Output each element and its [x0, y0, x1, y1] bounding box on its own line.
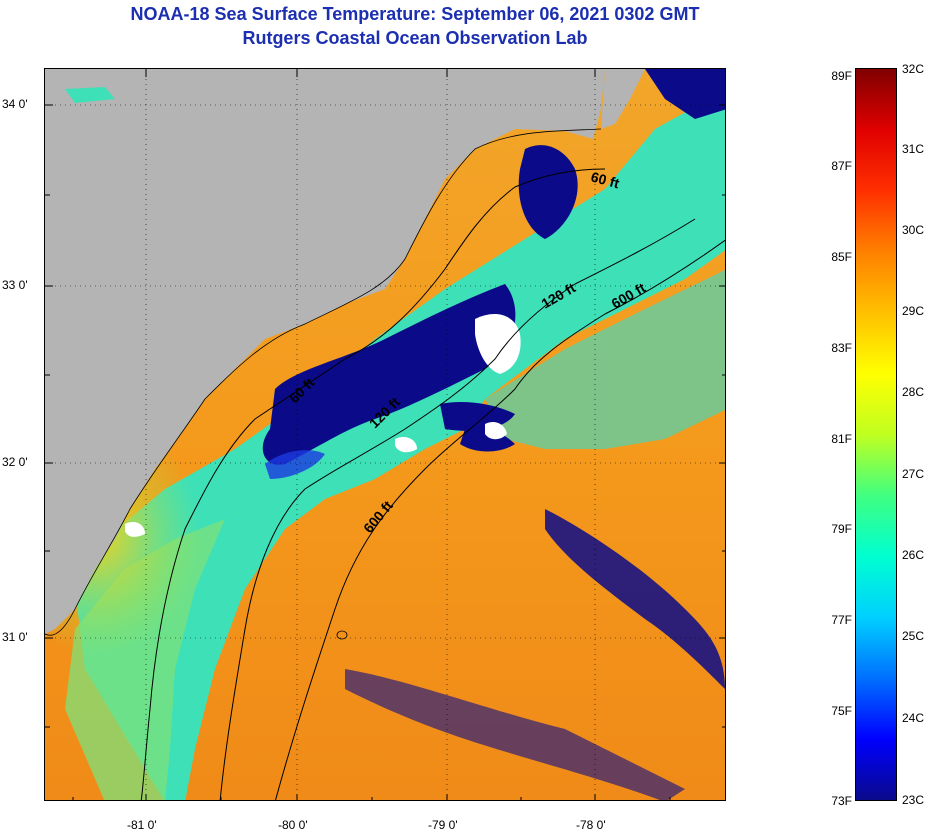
colorbar-c-label: 31C — [902, 142, 925, 156]
contour-120ft — [219, 218, 696, 800]
sst-map: 60 ft 120 ft 600 ft 60 ft 120 ft 600 ft — [44, 68, 726, 801]
longitude-label: -78 0' — [576, 818, 606, 832]
colorbar-f-label: 89F — [831, 69, 852, 83]
temperature-colorbar — [855, 68, 897, 801]
contour-600ft — [275, 239, 725, 800]
latitude-label: 34 0' — [2, 97, 28, 111]
map-subtitle: Rutgers Coastal Ocean Observation Lab — [242, 28, 588, 48]
latitude-label: 31 0' — [2, 630, 28, 644]
colorbar-f-label: 79F — [831, 522, 852, 536]
colorbar-f-label: 73F — [831, 794, 852, 808]
longitude-label: -79 0' — [428, 818, 458, 832]
axis-ticks — [45, 69, 725, 800]
colorbar-f-label: 83F — [831, 341, 852, 355]
longitude-label: -81 0' — [127, 818, 157, 832]
colorbar-f-label: 75F — [831, 704, 852, 718]
map-title: NOAA-18 Sea Surface Temperature: Septemb… — [130, 4, 700, 24]
graticule — [45, 69, 725, 800]
colorbar-c-label: 27C — [902, 467, 925, 481]
colorbar-f-label: 81F — [831, 432, 852, 446]
longitude-label: -80 0' — [278, 818, 308, 832]
colorbar-c-label: 32C — [902, 62, 925, 76]
outer-shelf-water — [485, 269, 725, 449]
cold-upwelling — [262, 284, 516, 465]
land — [45, 69, 605, 634]
colorbar-c-label: 23C — [902, 793, 925, 807]
colorbar-f-label: 85F — [831, 250, 852, 264]
colorbar-c-label: 24C — [902, 711, 925, 725]
offshore-cold-eddy — [545, 509, 725, 689]
colorbar-c-label: 26C — [902, 548, 925, 562]
contour-60ft — [140, 168, 606, 800]
colorbar-c-label: 30C — [902, 223, 925, 237]
cloud-patch — [475, 314, 521, 374]
latitude-label: 33 0' — [2, 278, 28, 292]
colorbar-c-label: 29C — [902, 304, 925, 318]
contour-label: 60 ft — [589, 168, 621, 191]
colorbar-f-label: 87F — [831, 159, 852, 173]
latitude-label: 32 0' — [2, 455, 28, 469]
colorbar-f-label: 77F — [831, 613, 852, 627]
colorbar-c-label: 28C — [902, 385, 925, 399]
sst-map-canvas: 60 ft 120 ft 600 ft 60 ft 120 ft 600 ft — [45, 69, 725, 800]
colorbar-c-label: 25C — [902, 629, 925, 643]
